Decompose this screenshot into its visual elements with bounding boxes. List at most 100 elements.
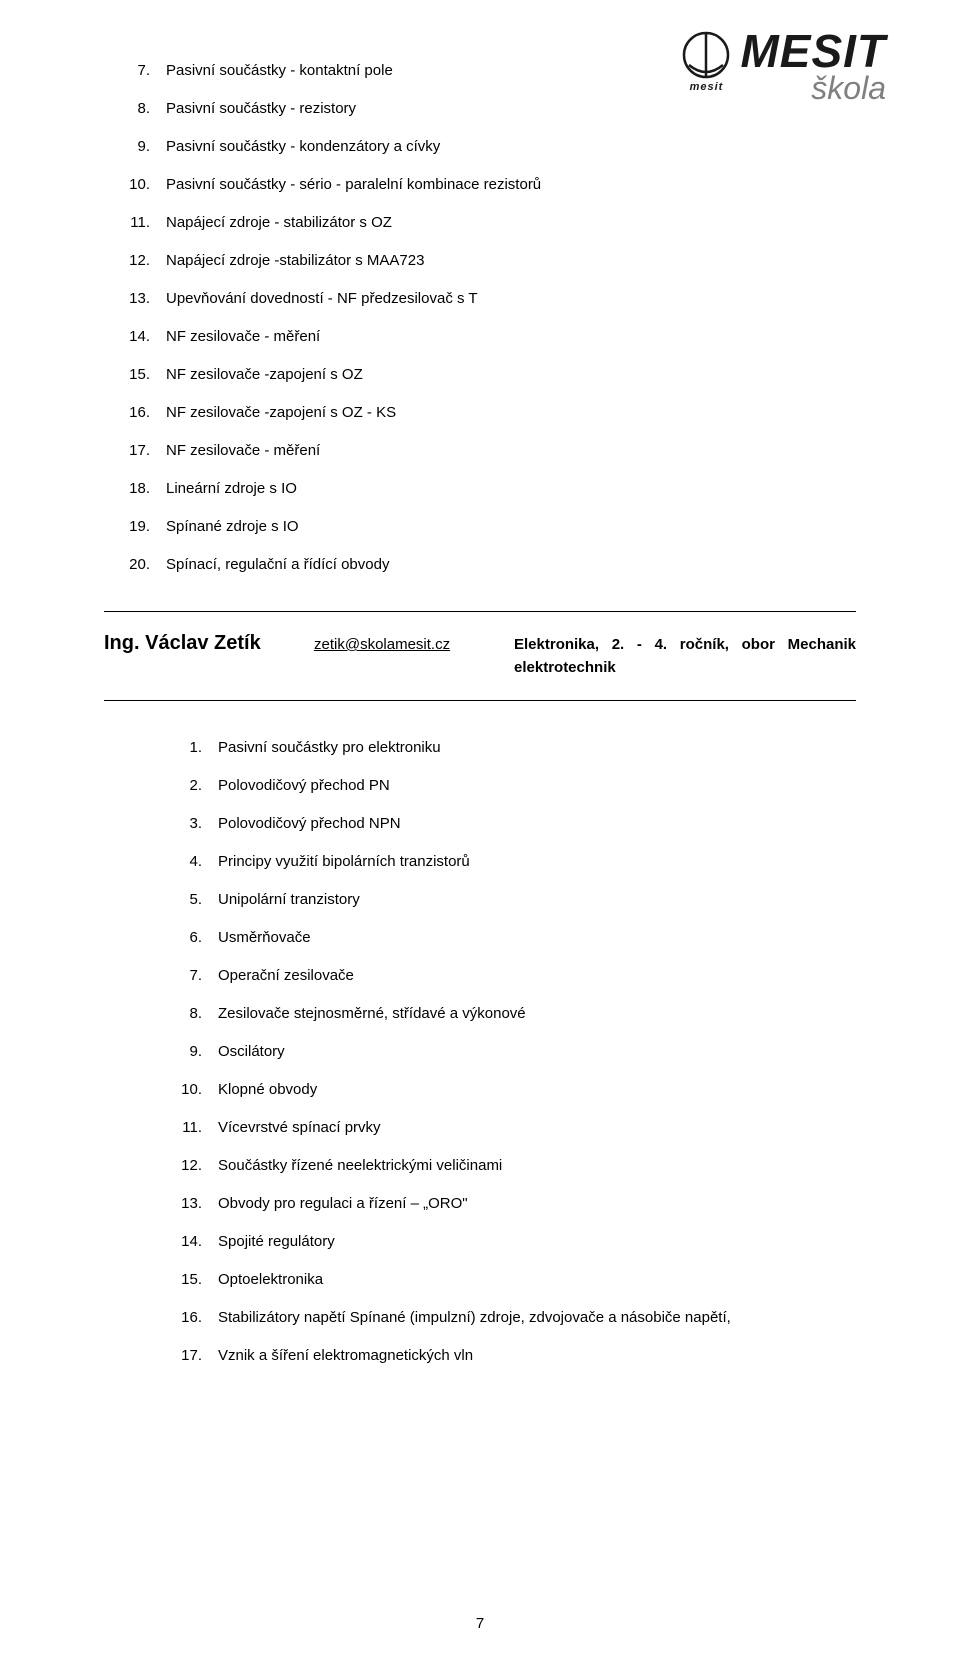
list-item: 16.Stabilizátory napětí Spínané (impulzn… (164, 1307, 856, 1328)
list-item-number: 8. (164, 1003, 218, 1024)
list-item: 9.Pasivní součástky - kondenzátory a cív… (104, 136, 856, 157)
list-item-text: Vícevrstvé spínací prvky (218, 1117, 856, 1138)
list-item: 20.Spínací, regulační a řídící obvody (104, 554, 856, 575)
list-item: 17.Vznik a šíření elektromagnetických vl… (164, 1345, 856, 1366)
list-item-text: Pasivní součástky pro elektroniku (218, 737, 856, 758)
list-item-text: Upevňování dovedností - NF předzesilovač… (166, 288, 856, 309)
topic-list-2: 1.Pasivní součástky pro elektroniku2.Pol… (164, 737, 856, 1366)
list-item-number: 16. (104, 402, 166, 423)
list-item-number: 12. (104, 250, 166, 271)
list-item-number: 10. (104, 174, 166, 195)
list-item: 18.Lineární zdroje s IO (104, 478, 856, 499)
list-item-text: Spínané zdroje s IO (166, 516, 856, 537)
list-item-text: Spojité regulátory (218, 1231, 856, 1252)
list-item: 6.Usměrňovače (164, 927, 856, 948)
list-item-text: Usměrňovače (218, 927, 856, 948)
page: mesit MESIT škola 7.Pasivní součástky - … (0, 0, 960, 1666)
mesit-small-text: mesit (690, 81, 724, 93)
list-item-text: Napájecí zdroje -stabilizátor s MAA723 (166, 250, 856, 271)
list-item-number: 9. (164, 1041, 218, 1062)
list-item-number: 8. (104, 98, 166, 119)
list-item: 3.Polovodičový přechod NPN (164, 813, 856, 834)
list-item-text: Napájecí zdroje - stabilizátor s OZ (166, 212, 856, 233)
list-item: 11.Vícevrstvé spínací prvky (164, 1117, 856, 1138)
list-item-number: 5. (164, 889, 218, 910)
list-item: 10.Klopné obvody (164, 1079, 856, 1100)
list-item-number: 11. (104, 212, 166, 233)
list-item-text: Stabilizátory napětí Spínané (impulzní) … (218, 1307, 856, 1328)
brand-logo: mesit MESIT škola (682, 28, 886, 104)
list-item-text: Obvody pro regulaci a řízení – „ORO" (218, 1193, 856, 1214)
instructor-email: zetik@skolamesit.cz (314, 632, 514, 653)
list-item-number: 12. (164, 1155, 218, 1176)
list-item-number: 7. (104, 60, 166, 81)
list-item: 12.Napájecí zdroje -stabilizátor s MAA72… (104, 250, 856, 271)
list-item-text: Principy využití bipolárních tranzistorů (218, 851, 856, 872)
list-item-number: 13. (164, 1193, 218, 1214)
list-item-number: 15. (104, 364, 166, 385)
list-item-number: 3. (164, 813, 218, 834)
list-item-text: Klopné obvody (218, 1079, 856, 1100)
list-item-text: NF zesilovače -zapojení s OZ - KS (166, 402, 856, 423)
list-item-number: 7. (164, 965, 218, 986)
instructor-subject: Elektronika, 2. - 4. ročník, obor Mechan… (514, 632, 856, 680)
list-item-number: 18. (104, 478, 166, 499)
brand-word: MESIT (740, 28, 886, 74)
mesit-circle-icon (682, 31, 730, 79)
list-item-number: 20. (104, 554, 166, 575)
list-item-text: Zesilovače stejnosměrné, střídavé a výko… (218, 1003, 856, 1024)
list-item: 14.Spojité regulátory (164, 1231, 856, 1252)
list-item: 7.Operační zesilovače (164, 965, 856, 986)
list-item-text: Lineární zdroje s IO (166, 478, 856, 499)
list-item-text: NF zesilovače - měření (166, 440, 856, 461)
list-item-number: 17. (104, 440, 166, 461)
list-item-text: Polovodičový přechod PN (218, 775, 856, 796)
list-item: 1.Pasivní součástky pro elektroniku (164, 737, 856, 758)
brand-sub: škola (740, 72, 886, 104)
list-item: 9.Oscilátory (164, 1041, 856, 1062)
list-item: 8.Zesilovače stejnosměrné, střídavé a vý… (164, 1003, 856, 1024)
list-item-text: Vznik a šíření elektromagnetických vln (218, 1345, 856, 1366)
brand-text-block: MESIT škola (740, 28, 886, 104)
list-item: 4.Principy využití bipolárních tranzisto… (164, 851, 856, 872)
list-item: 14.NF zesilovače - měření (104, 326, 856, 347)
list-item-text: Operační zesilovače (218, 965, 856, 986)
list-item-number: 2. (164, 775, 218, 796)
list-item-text: Unipolární tranzistory (218, 889, 856, 910)
list-item: 13.Upevňování dovedností - NF předzesilo… (104, 288, 856, 309)
list-item: 11.Napájecí zdroje - stabilizátor s OZ (104, 212, 856, 233)
list-item-text: Součástky řízené neelektrickými veličina… (218, 1155, 856, 1176)
list-item-number: 13. (104, 288, 166, 309)
list-item: 15.NF zesilovače -zapojení s OZ (104, 364, 856, 385)
list-item-number: 19. (104, 516, 166, 537)
list-item: 13.Obvody pro regulaci a řízení – „ORO" (164, 1193, 856, 1214)
topic-list-1: 7.Pasivní součástky - kontaktní pole8.Pa… (104, 60, 856, 575)
list-item-number: 9. (104, 136, 166, 157)
separator-bottom (104, 700, 856, 701)
list-item-number: 14. (164, 1231, 218, 1252)
list-item-number: 16. (164, 1307, 218, 1328)
list-item-text: Spínací, regulační a řídící obvody (166, 554, 856, 575)
mesit-emblem: mesit (682, 31, 730, 93)
list-item-number: 11. (164, 1117, 218, 1138)
list-item-number: 6. (164, 927, 218, 948)
list-item-text: Polovodičový přechod NPN (218, 813, 856, 834)
page-number: 7 (0, 1615, 960, 1632)
list-item-number: 14. (104, 326, 166, 347)
list-item: 16.NF zesilovače -zapojení s OZ - KS (104, 402, 856, 423)
list-item-text: NF zesilovače -zapojení s OZ (166, 364, 856, 385)
list-item-number: 15. (164, 1269, 218, 1290)
list-item: 2.Polovodičový přechod PN (164, 775, 856, 796)
list-item-number: 4. (164, 851, 218, 872)
list-item: 12.Součástky řízené neelektrickými velič… (164, 1155, 856, 1176)
list-item: 5.Unipolární tranzistory (164, 889, 856, 910)
list-item-text: Pasivní součástky - sério - paralelní ko… (166, 174, 856, 195)
list-item-text: Optoelektronika (218, 1269, 856, 1290)
list-item-number: 17. (164, 1345, 218, 1366)
list-item-text: Pasivní součástky - kondenzátory a cívky (166, 136, 856, 157)
list-item-number: 10. (164, 1079, 218, 1100)
instructor-row: Ing. Václav Zetík zetik@skolamesit.cz El… (104, 612, 856, 700)
list-item-number: 1. (164, 737, 218, 758)
list-item: 15.Optoelektronika (164, 1269, 856, 1290)
list-item: 17.NF zesilovače - měření (104, 440, 856, 461)
